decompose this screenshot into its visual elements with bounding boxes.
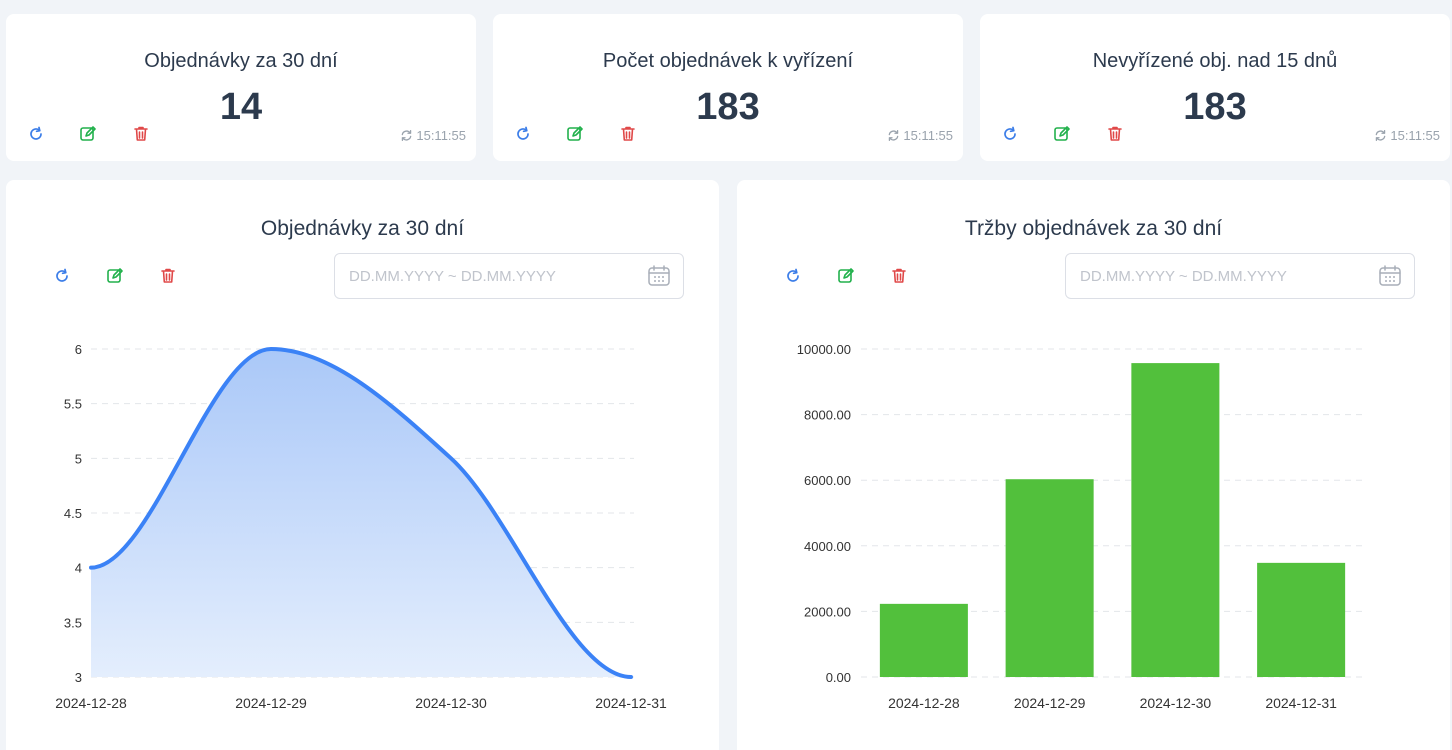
refresh-icon[interactable]	[52, 266, 72, 286]
trash-icon[interactable]	[158, 266, 178, 286]
refresh-icon[interactable]	[783, 266, 803, 286]
sync-icon	[402, 130, 412, 141]
stat-value: 14	[219, 86, 263, 128]
x-tick-label: 2024-12-28	[55, 695, 127, 711]
x-tick-label: 2024-12-30	[415, 695, 487, 711]
refresh-icon[interactable]	[26, 124, 46, 144]
orders-chart-card: Objednávky za 30 dní 3 3.5 4 4.5 5 5.5 6 2024-1…	[6, 180, 719, 750]
series-area	[91, 349, 631, 677]
stat-title: Objednávky za 30 dní	[144, 50, 338, 72]
bar	[1257, 562, 1346, 677]
last-update: 15:11:55	[887, 128, 953, 143]
trash-icon[interactable]	[131, 124, 151, 144]
y-tick-label: 5.5	[64, 397, 82, 412]
last-update: 15:11:55	[1374, 128, 1440, 143]
last-update-time: 15:11:55	[416, 128, 466, 143]
date-range-input[interactable]	[335, 254, 635, 298]
stat-card-orders-30-days: Objednávky za 30 dní 14 15:11:55	[6, 14, 476, 161]
y-tick-label: 6	[75, 342, 82, 357]
last-update-time: 15:11:55	[1390, 128, 1440, 143]
bar	[1005, 479, 1094, 677]
stat-value: 183	[1183, 86, 1247, 128]
y-tick-label: 2000.00	[804, 604, 851, 619]
last-update: 15:11:55	[400, 128, 466, 143]
sync-icon	[889, 130, 899, 141]
refresh-icon[interactable]	[513, 124, 533, 144]
revenue-bar-chart: 0.00 2000.00 4000.00 6000.00 8000.00 10000.00…	[797, 342, 1364, 711]
x-tick-label: 2024-12-29	[1014, 695, 1086, 711]
orders-line-chart: 3 3.5 4 4.5 5 5.5 6 2024-12-28 2024-12-29 2024-12…	[55, 342, 667, 711]
edit-icon[interactable]	[1052, 124, 1072, 144]
y-tick-label: 4	[75, 561, 82, 576]
edit-icon[interactable]	[78, 124, 98, 144]
x-tick-label: 2024-12-28	[888, 695, 960, 711]
date-range-picker[interactable]	[1065, 253, 1415, 299]
edit-icon[interactable]	[836, 266, 856, 286]
date-range-picker[interactable]	[334, 253, 684, 299]
x-tick-label: 2024-12-31	[1265, 695, 1337, 711]
edit-icon[interactable]	[565, 124, 585, 144]
y-tick-label: 8000.00	[804, 408, 851, 423]
trash-icon[interactable]	[618, 124, 638, 144]
series-line	[89, 346, 633, 679]
calendar-icon[interactable]	[1378, 265, 1402, 287]
date-range-input[interactable]	[1066, 254, 1366, 298]
y-tick-label: 5	[75, 451, 82, 466]
revenue-chart-card: Tržby objednávek za 30 dní 0.00 2000.00 40…	[737, 180, 1450, 750]
y-tick-label: 4000.00	[804, 539, 851, 554]
bar	[879, 603, 968, 677]
edit-icon[interactable]	[105, 266, 125, 286]
chart-title: Objednávky za 30 dní	[260, 217, 465, 240]
stat-title: Počet objednávek k vyřízení	[602, 50, 854, 72]
refresh-icon[interactable]	[1000, 124, 1020, 144]
y-tick-label: 4.5	[64, 506, 82, 521]
x-tick-label: 2024-12-29	[235, 695, 307, 711]
trash-icon[interactable]	[889, 266, 909, 286]
stat-value: 183	[696, 86, 760, 128]
chart-title: Tržby objednávek za 30 dní	[964, 217, 1223, 240]
y-tick-label: 0.00	[826, 670, 851, 685]
stat-card-unprocessed-over-15-days: Nevyřízené obj. nad 15 dnů 183 15:11:55	[980, 14, 1450, 161]
stat-title: Nevyřízené obj. nad 15 dnů	[1092, 50, 1338, 72]
trash-icon[interactable]	[1105, 124, 1125, 144]
x-tick-label: 2024-12-30	[1140, 695, 1212, 711]
last-update-time: 15:11:55	[903, 128, 953, 143]
bar	[1131, 363, 1220, 677]
y-tick-label: 6000.00	[804, 473, 851, 488]
stat-card-orders-to-process: Počet objednávek k vyřízení 183 15:11:55	[493, 14, 963, 161]
x-tick-label: 2024-12-31	[595, 695, 667, 711]
y-tick-label: 3.5	[64, 615, 82, 630]
calendar-icon[interactable]	[647, 265, 671, 287]
sync-icon	[1376, 130, 1386, 141]
y-tick-label: 3	[75, 670, 82, 685]
y-tick-label: 10000.00	[797, 342, 851, 357]
